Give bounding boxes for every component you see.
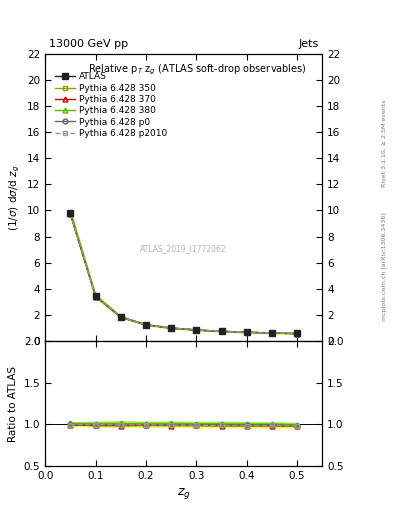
Text: Relative p$_T$ z$_g$ (ATLAS soft-drop observables): Relative p$_T$ z$_g$ (ATLAS soft-drop ob… [88,62,307,77]
Y-axis label: Ratio to ATLAS: Ratio to ATLAS [8,366,18,441]
Text: Jets: Jets [298,38,318,49]
Text: Rivet 3.1.10, ≥ 2.5M events: Rivet 3.1.10, ≥ 2.5M events [382,100,387,187]
Y-axis label: $(1/\sigma)$ d$\sigma$/d $z_g$: $(1/\sigma)$ d$\sigma$/d $z_g$ [7,164,22,230]
X-axis label: $z_g$: $z_g$ [177,486,191,501]
Text: 13000 GeV pp: 13000 GeV pp [49,38,128,49]
Legend: ATLAS, Pythia 6.428 350, Pythia 6.428 370, Pythia 6.428 380, Pythia 6.428 p0, Py: ATLAS, Pythia 6.428 350, Pythia 6.428 37… [53,70,170,140]
Text: mcplots.cern.ch [arXiv:1306.3436]: mcplots.cern.ch [arXiv:1306.3436] [382,212,387,321]
Text: ATLAS_2019_I1772062: ATLAS_2019_I1772062 [140,245,227,253]
